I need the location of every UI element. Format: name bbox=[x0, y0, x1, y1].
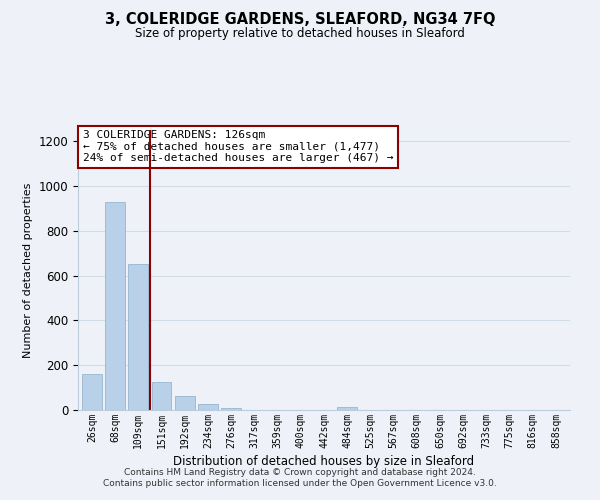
Text: 3 COLERIDGE GARDENS: 126sqm
← 75% of detached houses are smaller (1,477)
24% of : 3 COLERIDGE GARDENS: 126sqm ← 75% of det… bbox=[83, 130, 394, 163]
Text: 3, COLERIDGE GARDENS, SLEAFORD, NG34 7FQ: 3, COLERIDGE GARDENS, SLEAFORD, NG34 7FQ bbox=[105, 12, 495, 28]
Text: Contains HM Land Registry data © Crown copyright and database right 2024.
Contai: Contains HM Land Registry data © Crown c… bbox=[103, 468, 497, 487]
Bar bbox=[221, 408, 241, 410]
Bar bbox=[337, 408, 357, 410]
Y-axis label: Number of detached properties: Number of detached properties bbox=[23, 182, 33, 358]
X-axis label: Distribution of detached houses by size in Sleaford: Distribution of detached houses by size … bbox=[173, 455, 475, 468]
Bar bbox=[198, 404, 218, 410]
Bar bbox=[82, 374, 102, 410]
Text: Size of property relative to detached houses in Sleaford: Size of property relative to detached ho… bbox=[135, 28, 465, 40]
Bar bbox=[105, 202, 125, 410]
Bar bbox=[128, 264, 148, 410]
Bar bbox=[175, 396, 194, 410]
Bar bbox=[152, 382, 172, 410]
